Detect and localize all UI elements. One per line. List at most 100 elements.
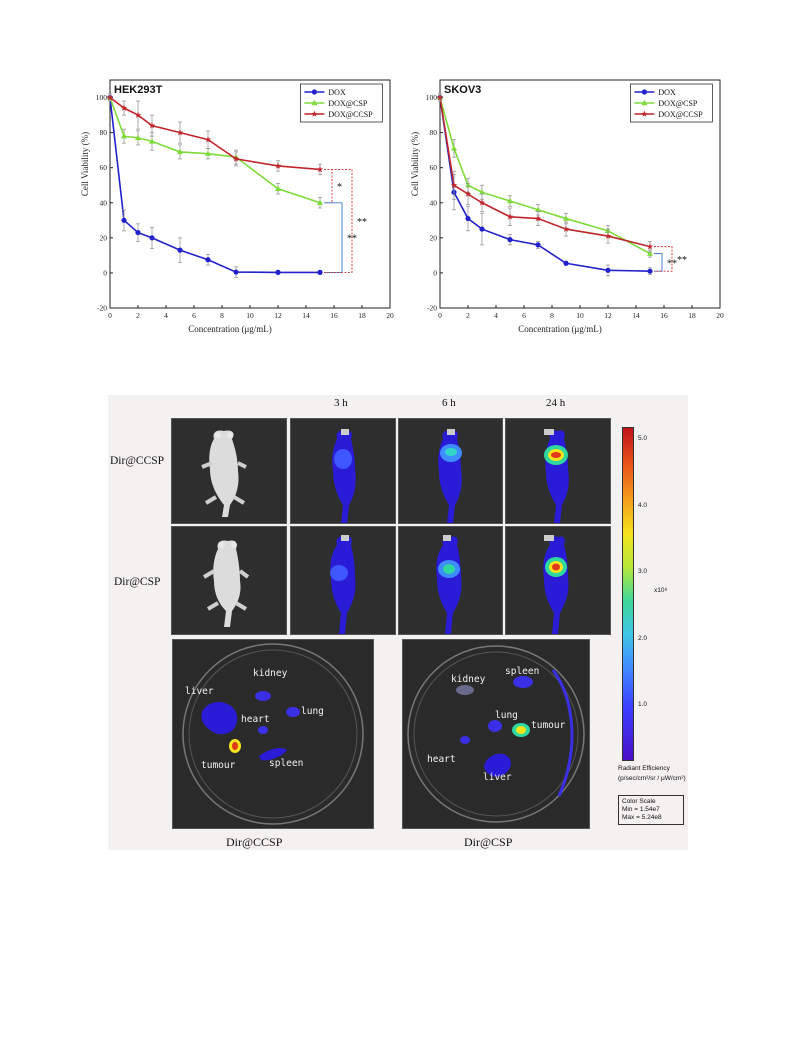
series-dox (107, 93, 323, 278)
mouse-photo-csp (171, 526, 287, 635)
significance-bracket (324, 202, 343, 273)
y-tick-label: 80 (430, 128, 438, 137)
triangle-marker (149, 138, 155, 144)
circle-marker (135, 229, 141, 236)
triangle-marker (177, 148, 183, 155)
y-tick-label: 100 (426, 93, 438, 102)
series-dox-ccsp (436, 93, 654, 253)
significance-label: ** (357, 217, 367, 228)
organ-label-spleen: spleen (505, 666, 540, 677)
x-tick-label: 16 (660, 311, 668, 320)
row-label-csp: Dir@CSP (114, 576, 161, 588)
star-marker (604, 232, 612, 239)
star-marker (134, 111, 142, 118)
mouse-fluorescence-icon (332, 429, 356, 523)
time-label-6h: 6 h (442, 397, 456, 409)
x-tick-label: 8 (550, 311, 554, 320)
triangle-marker (563, 215, 569, 221)
color-scale-max: Max = 5.24e8 (622, 814, 662, 821)
star-marker (464, 190, 472, 197)
triangle-marker (641, 99, 648, 106)
circle-marker (507, 237, 513, 243)
circle-marker (535, 242, 541, 248)
significance-label: * (337, 182, 342, 193)
star-marker (534, 215, 542, 222)
circle-marker (465, 215, 471, 222)
y-tick-label: -20 (97, 304, 107, 313)
mouse-fluorescence-icon (543, 535, 569, 634)
fluorescence-imaging-panel: 3 h 6 h 24 h Dir@CCSP Dir@CSP (108, 395, 688, 850)
scale-tick-2: 2.0 (638, 635, 648, 642)
hek293t-chart-svg: 0 2 4 6 8 10 12 14 16 18 20-20020406080100Concentr… (80, 79, 394, 334)
x-tick-label: 16 (330, 311, 338, 320)
y-tick-label: 80 (100, 128, 108, 137)
series-line (439, 97, 651, 255)
ccsp-6h-image (398, 418, 503, 524)
triangle-marker (507, 197, 513, 204)
significance-bracket (654, 253, 663, 272)
ccsp-24h-image (505, 418, 611, 524)
star-marker (641, 110, 648, 117)
organ-label-spleen: spleen (269, 758, 304, 769)
x-tick-label: 18 (358, 311, 366, 320)
scale-unit: x10⁸ (654, 587, 668, 594)
legend-label: DOX (658, 88, 676, 97)
y-tick-label: 20 (430, 233, 438, 242)
circle-marker (177, 247, 183, 253)
star-marker (232, 155, 240, 162)
ccsp-3h-image (290, 418, 396, 524)
triangle-marker (135, 134, 141, 141)
y-tick-label: 0 (433, 268, 437, 277)
row-label-ccsp: Dir@CCSP (110, 455, 165, 467)
mouse-fluorescence-icon (544, 429, 569, 523)
organ-label-lung: lung (301, 706, 324, 717)
significance-bracket (324, 168, 333, 204)
csp-24h-image (505, 526, 611, 635)
x-tick-label: 6 (192, 311, 196, 320)
y-tick-label: -20 (427, 304, 437, 313)
star-marker (204, 136, 212, 143)
series-dox (437, 93, 653, 276)
x-tick-label: 4 (494, 311, 498, 320)
time-label-24h: 24 h (546, 397, 566, 409)
circle-marker (605, 267, 611, 273)
mouse-silhouette-icon (202, 540, 250, 627)
scale-tick-4: 4.0 (638, 502, 648, 509)
circle-marker (311, 89, 317, 95)
mouse-fluorescence-icon (330, 535, 356, 634)
scale-tick-3: 3.0 (638, 568, 648, 575)
x-axis-title: Concentration (μg/mL) (188, 324, 272, 334)
scale-tick-1: 1.0 (638, 701, 648, 708)
circle-marker (149, 235, 155, 241)
star-marker (311, 110, 318, 117)
star-marker (478, 199, 486, 206)
significance-label: ** (347, 234, 357, 245)
star-marker (316, 166, 324, 173)
organ-dish-ccsp: liver kidney heart lung tumour spleen (172, 639, 374, 829)
y-tick-label: 40 (100, 198, 108, 207)
legend-label: DOX@CSP (328, 99, 367, 108)
time-label-3h: 3 h (334, 397, 348, 409)
triangle-marker (275, 185, 281, 191)
color-scale-box: Color Scale Min = 1.54e7 Max = 5.24e8 (618, 795, 684, 825)
x-tick-label: 10 (576, 311, 584, 320)
triangle-marker (479, 189, 485, 195)
y-tick-label: 60 (430, 163, 438, 172)
x-tick-label: 8 (220, 311, 224, 320)
legend-label: DOX@CSP (658, 99, 697, 108)
petri-dish-icon (182, 643, 364, 825)
x-tick-label: 0 (438, 311, 442, 320)
y-tick-label: 60 (100, 163, 108, 172)
circle-marker (563, 260, 569, 266)
star-marker (106, 94, 114, 101)
scale-title: Radiant Efficiency (618, 765, 670, 772)
circle-marker (317, 269, 323, 275)
x-tick-label: 18 (688, 311, 696, 320)
triangle-marker (121, 132, 127, 139)
x-tick-label: 14 (302, 311, 310, 320)
organ-label-lung: lung (495, 710, 518, 721)
triangle-marker (535, 206, 541, 212)
organ-label-heart: heart (427, 754, 456, 765)
organ-label-tumour: tumour (201, 760, 236, 771)
chart-title: HEK293T (114, 84, 163, 96)
